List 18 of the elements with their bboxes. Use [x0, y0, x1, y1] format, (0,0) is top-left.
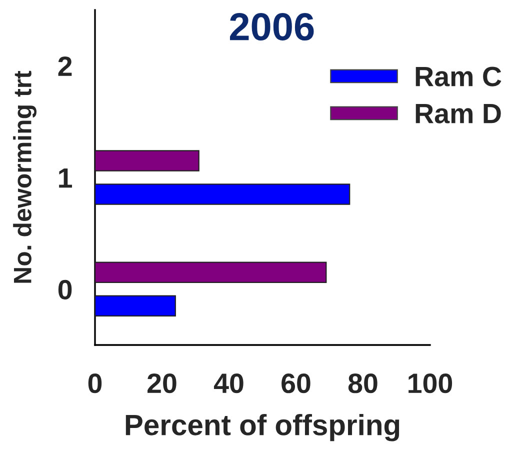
bar: [95, 150, 200, 172]
x-tick-label: 60: [282, 374, 310, 394]
legend-label: Ram C: [416, 66, 502, 86]
x-tick-label: 80: [348, 374, 378, 394]
x-tick-label: 0: [88, 374, 102, 394]
y-tick-label: 0: [58, 280, 72, 300]
bar: [95, 262, 327, 284]
x-tick-label: 20: [148, 374, 176, 394]
chart-title: 2006: [230, 12, 314, 41]
y-axis-title: No. deworming trt: [13, 70, 36, 283]
x-axis-title: Percent of offspring: [126, 414, 400, 442]
x-tick-label: 40: [214, 374, 244, 394]
x-tick-label: 100: [408, 374, 452, 394]
legend-label: Ram D: [416, 104, 501, 124]
y-tick-label: 2: [58, 56, 72, 76]
y-tick-label: 1: [59, 168, 72, 188]
bar: [95, 295, 176, 317]
bar: [95, 184, 350, 205]
